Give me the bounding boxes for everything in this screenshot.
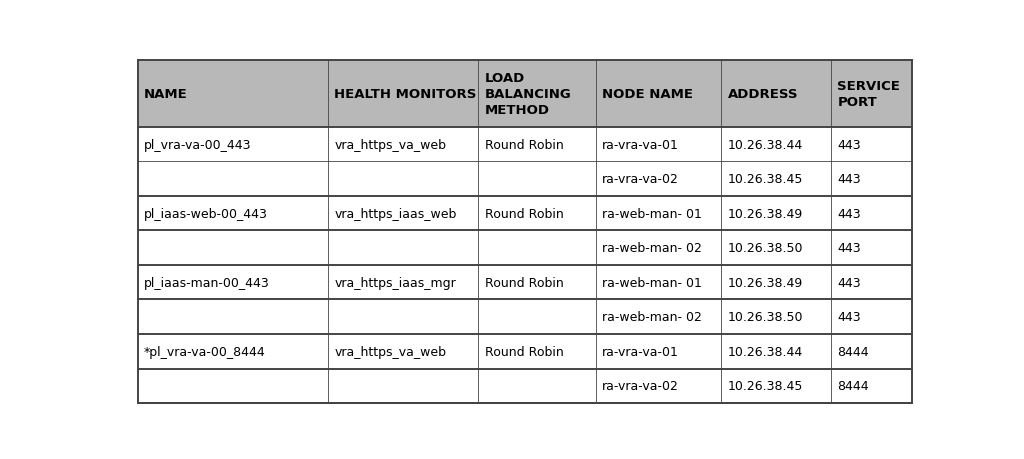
Bar xyxy=(137,196,328,231)
Text: ra-web-man- 01: ra-web-man- 01 xyxy=(602,276,702,289)
Bar xyxy=(328,265,478,300)
Text: 443: 443 xyxy=(838,138,861,151)
Bar xyxy=(328,61,478,128)
Bar xyxy=(328,196,478,231)
Text: 10.26.38.44: 10.26.38.44 xyxy=(728,138,803,151)
Bar xyxy=(596,128,722,162)
Bar xyxy=(722,265,830,300)
Text: NAME: NAME xyxy=(143,88,187,101)
Bar xyxy=(830,369,912,403)
Text: *pl_vra-va-00_8444: *pl_vra-va-00_8444 xyxy=(143,345,265,358)
Bar xyxy=(830,334,912,369)
Text: 10.26.38.44: 10.26.38.44 xyxy=(728,345,803,358)
Text: 443: 443 xyxy=(838,207,861,220)
Text: pl_iaas-man-00_443: pl_iaas-man-00_443 xyxy=(143,276,269,289)
Bar xyxy=(137,334,328,369)
Bar xyxy=(328,162,478,196)
Text: ra-vra-va-01: ra-vra-va-01 xyxy=(602,345,679,358)
Text: 8444: 8444 xyxy=(838,380,869,392)
Text: 443: 443 xyxy=(838,241,861,255)
Bar xyxy=(722,196,830,231)
Text: 10.26.38.50: 10.26.38.50 xyxy=(728,241,804,255)
Text: ADDRESS: ADDRESS xyxy=(728,88,799,101)
Text: 10.26.38.49: 10.26.38.49 xyxy=(728,276,803,289)
Bar xyxy=(596,162,722,196)
Bar xyxy=(137,369,328,403)
Text: 443: 443 xyxy=(838,276,861,289)
Bar xyxy=(722,369,830,403)
Bar xyxy=(722,300,830,334)
Bar xyxy=(830,162,912,196)
Bar xyxy=(478,196,596,231)
Bar xyxy=(478,265,596,300)
Bar xyxy=(830,61,912,128)
Bar xyxy=(328,231,478,265)
Text: ra-web-man- 02: ra-web-man- 02 xyxy=(602,311,702,324)
Text: 8444: 8444 xyxy=(838,345,869,358)
Bar xyxy=(722,334,830,369)
Bar xyxy=(328,300,478,334)
Text: pl_vra-va-00_443: pl_vra-va-00_443 xyxy=(143,138,251,151)
Text: Round Robin: Round Robin xyxy=(484,276,563,289)
Bar xyxy=(478,231,596,265)
Bar xyxy=(137,231,328,265)
Bar xyxy=(830,128,912,162)
Text: 443: 443 xyxy=(838,173,861,186)
Bar xyxy=(722,162,830,196)
Text: vra_https_va_web: vra_https_va_web xyxy=(335,138,446,151)
Text: Round Robin: Round Robin xyxy=(484,138,563,151)
Bar xyxy=(478,300,596,334)
Bar xyxy=(478,128,596,162)
Text: pl_iaas-web-00_443: pl_iaas-web-00_443 xyxy=(143,207,267,220)
Bar xyxy=(328,334,478,369)
Bar xyxy=(596,196,722,231)
Text: 10.26.38.49: 10.26.38.49 xyxy=(728,207,803,220)
Bar xyxy=(137,61,328,128)
Bar xyxy=(830,300,912,334)
Bar xyxy=(137,162,328,196)
Bar xyxy=(722,231,830,265)
Bar xyxy=(596,61,722,128)
Bar xyxy=(596,300,722,334)
Text: SERVICE
PORT: SERVICE PORT xyxy=(838,79,900,108)
Bar xyxy=(478,61,596,128)
Bar xyxy=(478,334,596,369)
Bar xyxy=(328,369,478,403)
Text: vra_https_iaas_web: vra_https_iaas_web xyxy=(335,207,457,220)
Text: 443: 443 xyxy=(838,311,861,324)
Text: vra_https_va_web: vra_https_va_web xyxy=(335,345,446,358)
Text: ra-vra-va-01: ra-vra-va-01 xyxy=(602,138,679,151)
Text: 10.26.38.45: 10.26.38.45 xyxy=(728,380,803,392)
Bar xyxy=(137,128,328,162)
Bar xyxy=(137,265,328,300)
Bar xyxy=(596,369,722,403)
Text: ra-web-man- 02: ra-web-man- 02 xyxy=(602,241,702,255)
Text: 10.26.38.45: 10.26.38.45 xyxy=(728,173,803,186)
Bar xyxy=(830,231,912,265)
Bar xyxy=(596,334,722,369)
Bar xyxy=(596,231,722,265)
Bar xyxy=(137,300,328,334)
Bar xyxy=(596,265,722,300)
Text: vra_https_iaas_mgr: vra_https_iaas_mgr xyxy=(335,276,457,289)
Text: Round Robin: Round Robin xyxy=(484,345,563,358)
Text: LOAD
BALANCING
METHOD: LOAD BALANCING METHOD xyxy=(484,72,571,117)
Text: ra-vra-va-02: ra-vra-va-02 xyxy=(602,380,679,392)
Bar xyxy=(830,196,912,231)
Text: HEALTH MONITORS: HEALTH MONITORS xyxy=(335,88,477,101)
Text: NODE NAME: NODE NAME xyxy=(602,88,693,101)
Bar xyxy=(722,61,830,128)
Bar xyxy=(328,128,478,162)
Bar xyxy=(478,369,596,403)
Bar xyxy=(722,128,830,162)
Bar xyxy=(830,265,912,300)
Text: ra-vra-va-02: ra-vra-va-02 xyxy=(602,173,679,186)
Text: Round Robin: Round Robin xyxy=(484,207,563,220)
Text: ra-web-man- 01: ra-web-man- 01 xyxy=(602,207,702,220)
Text: 10.26.38.50: 10.26.38.50 xyxy=(728,311,804,324)
Bar xyxy=(478,162,596,196)
